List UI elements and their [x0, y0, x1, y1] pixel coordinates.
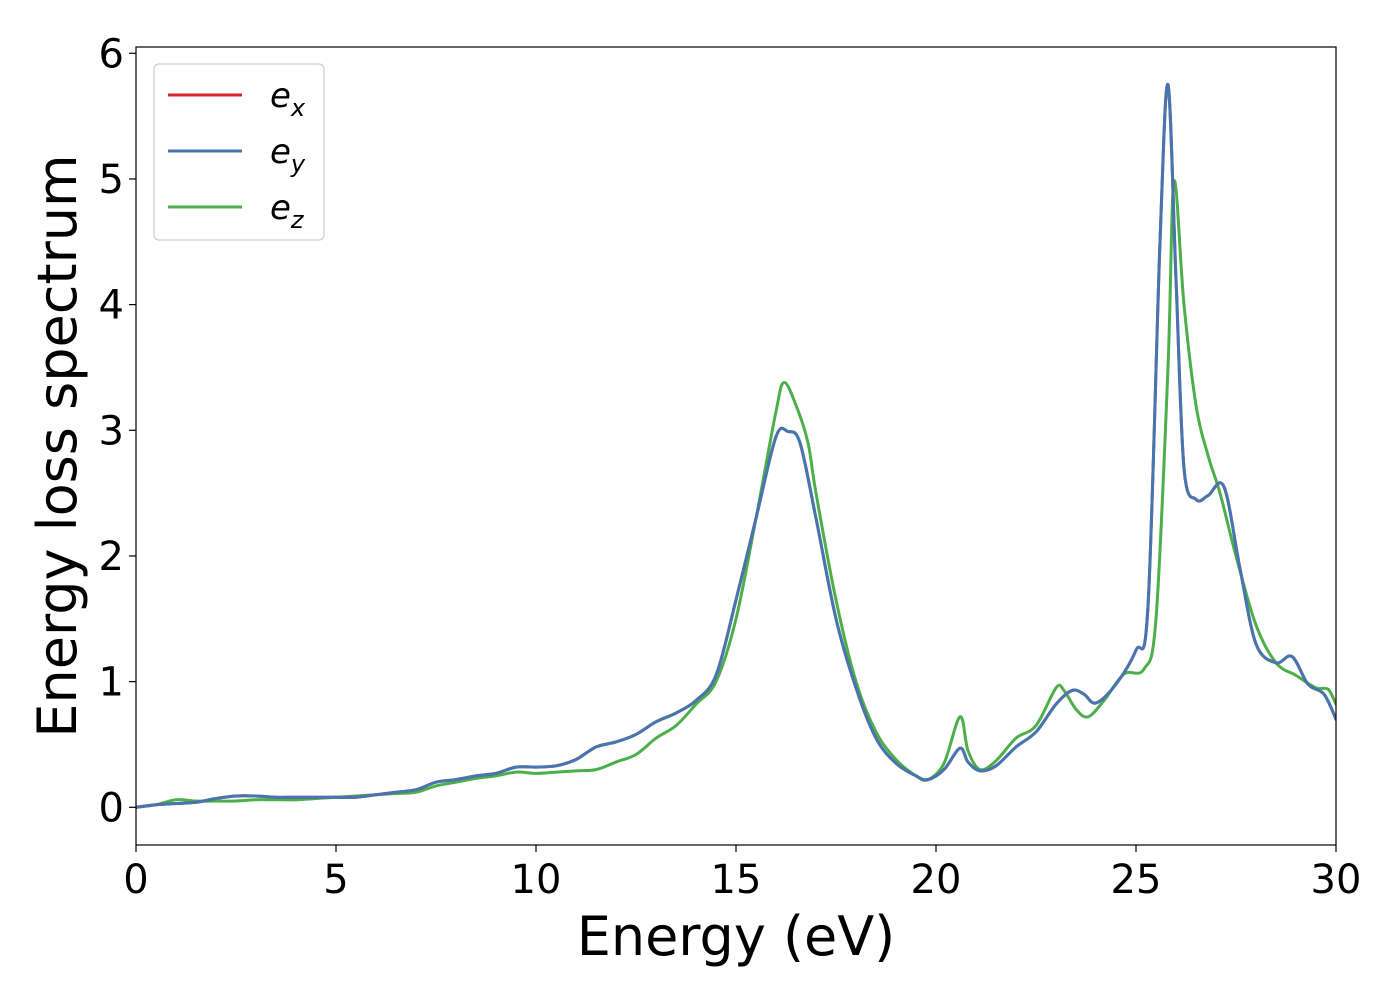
legend-label-z: ez	[270, 188, 305, 234]
x-tick-label: 15	[711, 857, 762, 903]
x-axis-label: Energy (eV)	[577, 905, 896, 968]
x-tick-label: 30	[1311, 857, 1362, 903]
series-line-y	[136, 83, 1336, 809]
y-axis-ticks: 0 1 2 3 4 5 6	[99, 31, 136, 831]
legend: ex ey ez	[153, 63, 325, 241]
y-tick-label: 1	[99, 660, 124, 706]
legend-label-y: ey	[270, 132, 306, 178]
legend-entries: ex ey ez	[168, 76, 306, 234]
x-tick-label: 25	[1111, 857, 1162, 903]
y-axis-label: Energy loss spectrum	[26, 154, 89, 737]
x-tick-label: 10	[511, 857, 562, 903]
x-tick-label: 20	[911, 857, 962, 903]
legend-label-x: ex	[270, 76, 306, 122]
x-tick-label: 0	[123, 857, 148, 903]
y-tick-label: 6	[99, 31, 124, 77]
y-tick-label: 2	[99, 534, 124, 580]
y-tick-label: 4	[99, 283, 124, 329]
series-layer	[136, 83, 1336, 809]
y-tick-label: 3	[99, 408, 124, 454]
x-axis-ticks: 0 5 10 15 20 25 30	[123, 845, 1361, 903]
x-tick-label: 5	[323, 857, 348, 903]
y-tick-label: 5	[99, 157, 124, 203]
y-tick-label: 0	[99, 785, 124, 831]
